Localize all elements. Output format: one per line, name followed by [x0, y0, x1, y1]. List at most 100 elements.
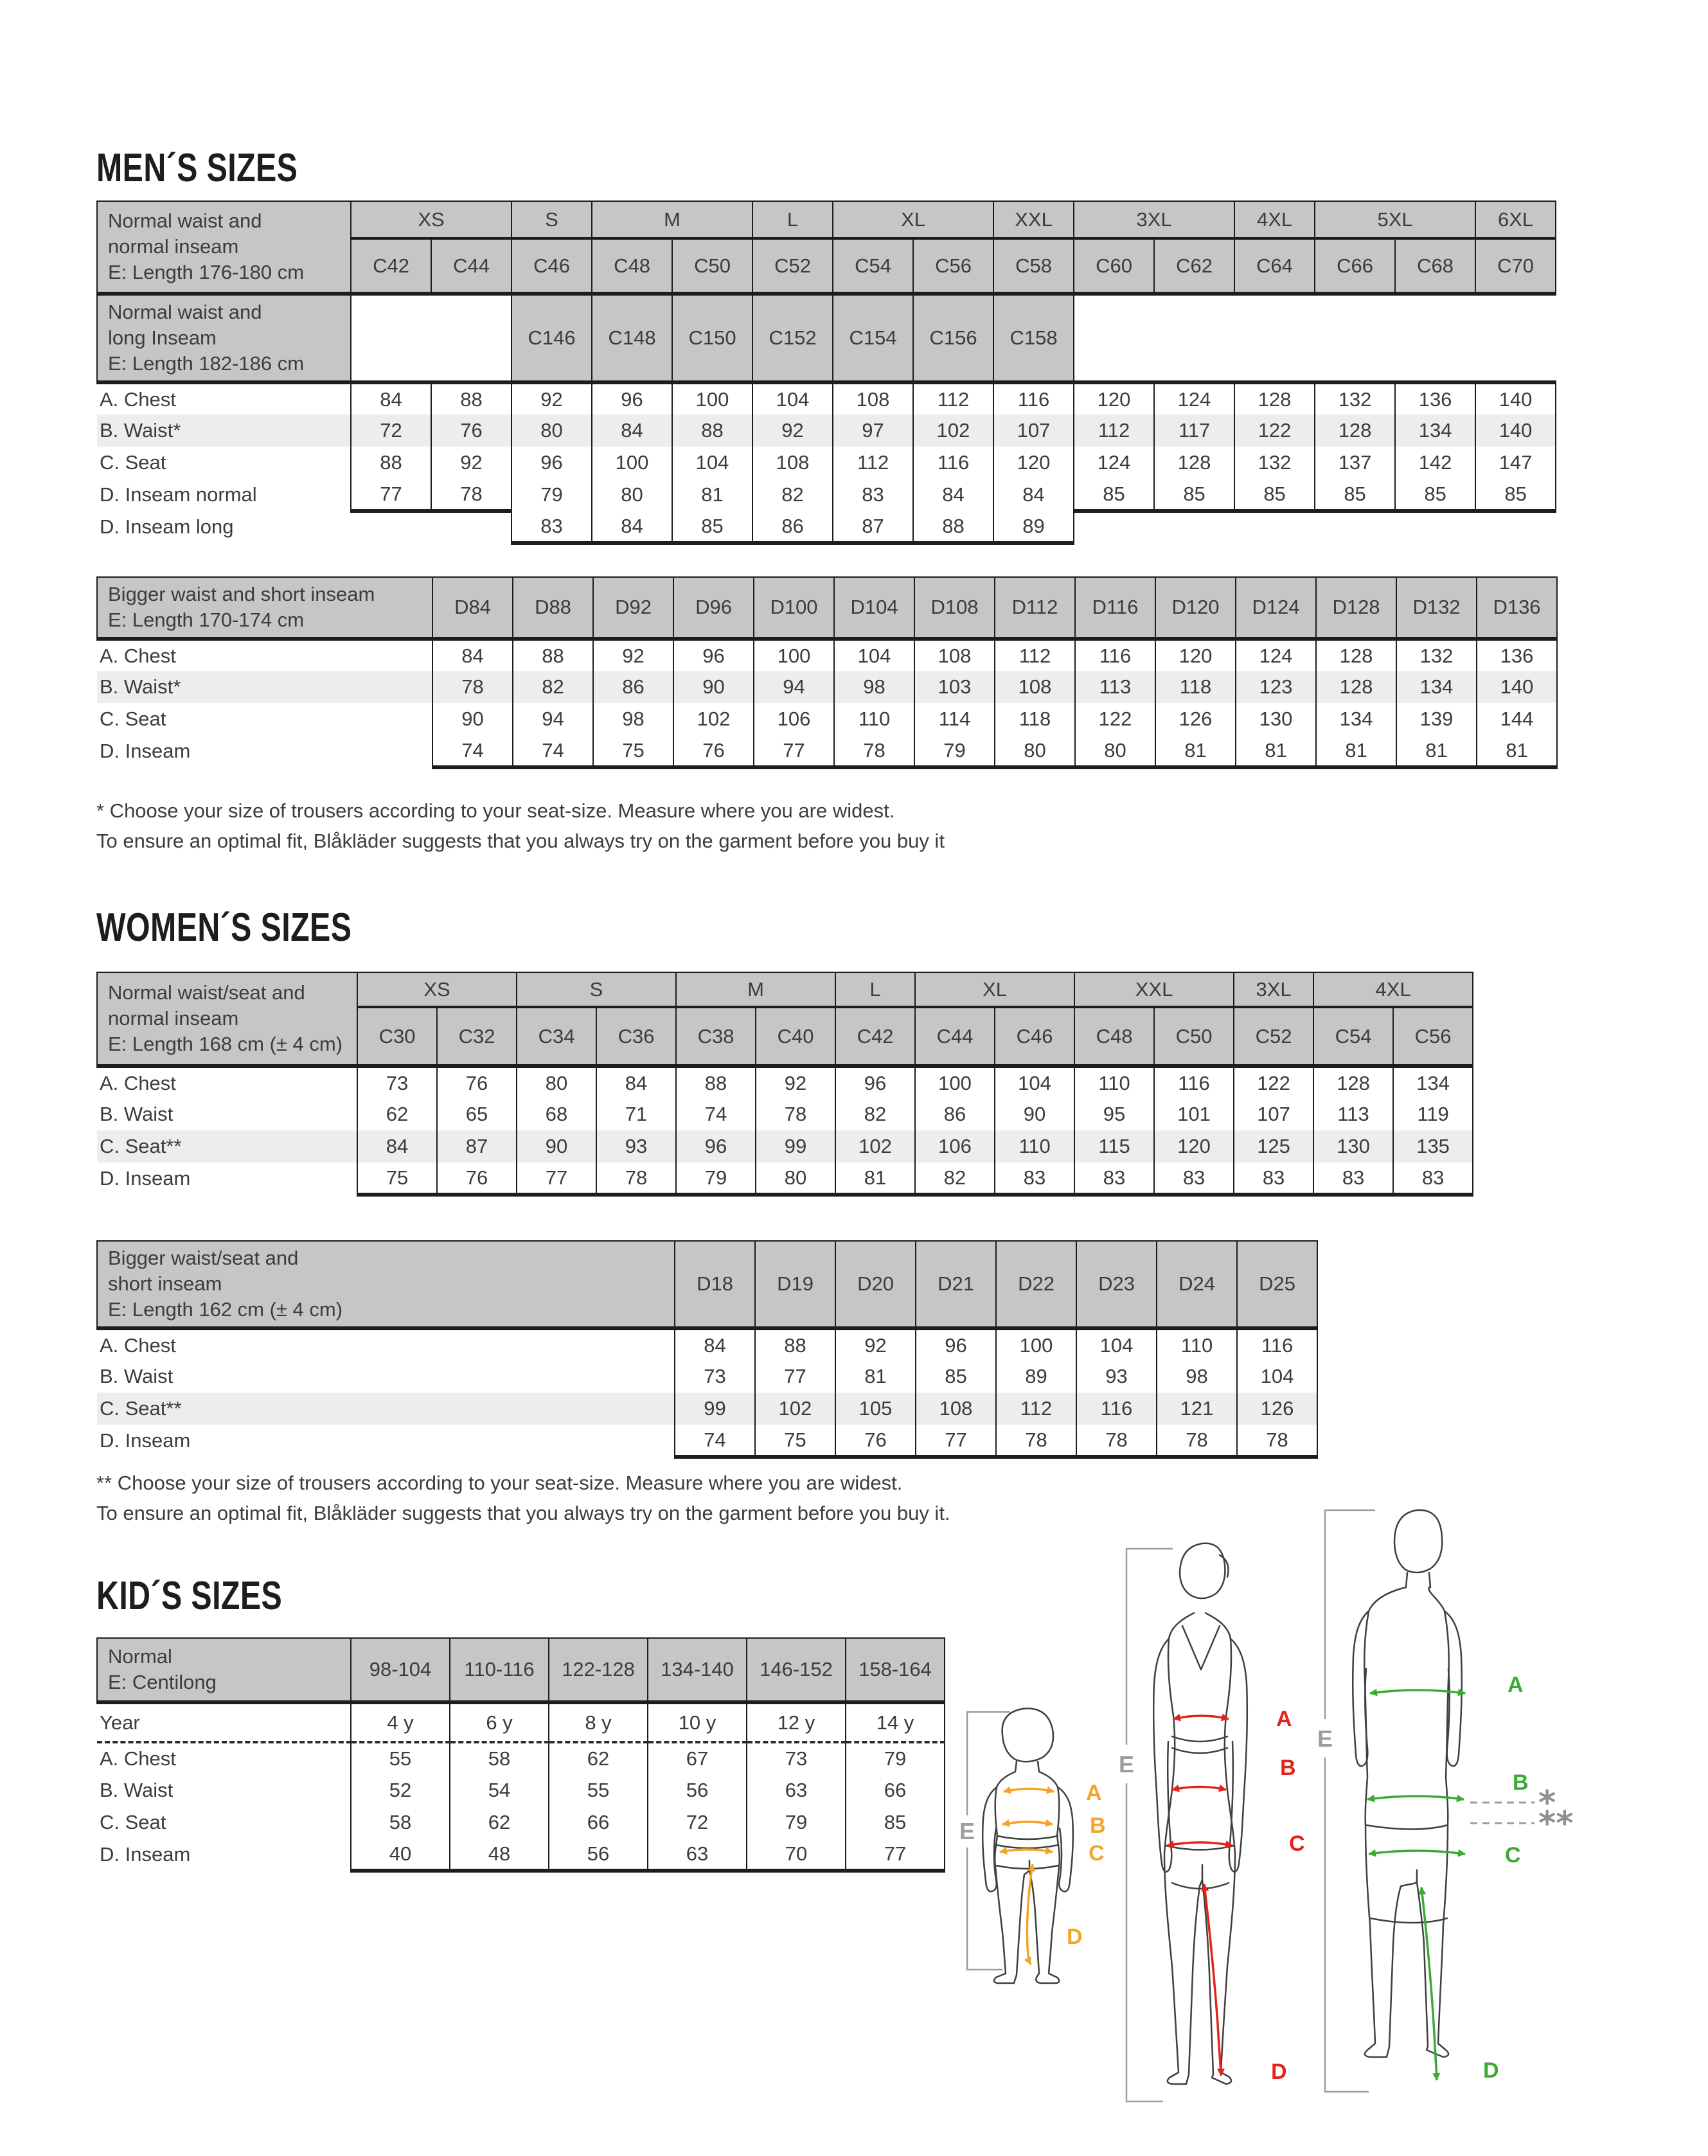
value-cell: 92	[835, 1328, 916, 1360]
value-cell: 96	[591, 382, 673, 414]
value-cell: 84	[591, 511, 673, 545]
size-code: 146-152	[746, 1637, 846, 1704]
table-row: A. Chest 84 88 92 96 100 104 108 112 116 120 124 128…	[97, 382, 1557, 414]
value-cell: 90	[516, 1130, 598, 1163]
value-cell: 82	[914, 1163, 996, 1197]
value-cell: 100	[591, 447, 673, 479]
value-cell: 100	[914, 1066, 996, 1098]
value-cell: 76	[430, 414, 513, 447]
size-code: C50	[672, 238, 754, 296]
row-label: D. Inseam long	[97, 511, 351, 543]
value-cell: 114	[914, 703, 995, 735]
b-label: B	[1280, 1756, 1296, 1780]
value-cell: 105	[835, 1393, 916, 1425]
b-label: B	[1513, 1770, 1529, 1795]
value-cell: 110	[994, 1130, 1076, 1163]
row-label: D. Inseam	[97, 735, 432, 767]
value-cell: 14 y	[845, 1702, 945, 1743]
size-code: D100	[753, 576, 835, 641]
woman-head	[1179, 1542, 1229, 1599]
value-cell: 122	[1074, 703, 1156, 735]
value-cell: 87	[832, 511, 914, 545]
value-cell: 92	[755, 1066, 837, 1098]
value-cell: 80	[994, 735, 1076, 769]
value-cell: 85	[672, 511, 754, 545]
value-cell: 144	[1476, 703, 1558, 735]
table-corner-label: Bigger waist/seat and short inseam E: Le…	[96, 1240, 675, 1330]
row-label: C. Seat**	[97, 1393, 675, 1425]
value-cell: 134	[1392, 1066, 1474, 1098]
table-row: D. Inseam 74 75 76 77 78 78 78 78	[97, 1425, 1318, 1459]
value-cell: 55	[350, 1742, 450, 1774]
value-cell: 77	[915, 1425, 997, 1459]
value-cell: 83	[1153, 1163, 1235, 1197]
size-code: 134-140	[647, 1637, 747, 1704]
value-cell: 84	[674, 1328, 756, 1360]
value-cell: 86	[914, 1098, 996, 1130]
value-cell: 54	[449, 1774, 549, 1806]
size-code: D124	[1235, 576, 1317, 641]
height-bracket	[1125, 1547, 1173, 2103]
value-cell: 80	[516, 1066, 598, 1098]
size-code: C34	[516, 1006, 598, 1068]
value-cell: 79	[675, 1163, 757, 1197]
value-cell: 74	[675, 1098, 757, 1130]
man-left-arm	[1351, 1610, 1370, 1767]
waist-arrow	[1171, 1784, 1227, 1792]
size-code: D18	[674, 1240, 756, 1330]
value-cell: 85	[915, 1360, 997, 1393]
value-cell: 88	[912, 511, 995, 545]
womens-sizes-title: WOMEN´S SIZES	[96, 905, 352, 950]
value-cell: 92	[592, 639, 674, 671]
value-cell: 118	[1155, 671, 1236, 703]
kid-measure-arrows	[999, 1786, 1054, 1965]
value-cell: 135	[1392, 1130, 1474, 1163]
man-body	[1364, 1586, 1450, 2058]
size-code: C60	[1073, 238, 1155, 296]
value-cell: 123	[1235, 671, 1317, 703]
size-code: C68	[1394, 238, 1477, 296]
value-cell: 134	[1394, 414, 1477, 447]
table-row: A. Chest 73 76 80 84 88 92 96 100 104 110 116 122 128…	[97, 1066, 1474, 1098]
size-group: L	[835, 972, 916, 1008]
d-label: D	[1271, 2060, 1287, 2084]
size-code: D96	[673, 576, 754, 641]
size-code: C54	[832, 238, 914, 296]
value-cell: 107	[993, 414, 1075, 447]
value-cell: 120	[1153, 1130, 1235, 1163]
size-code: D112	[994, 576, 1076, 641]
row-label: A. Chest	[97, 1066, 357, 1098]
value-cell: 81	[835, 1360, 916, 1393]
value-cell: 107	[1233, 1098, 1315, 1130]
value-cell: 130	[1235, 703, 1317, 735]
size-code: C152	[752, 293, 834, 384]
value-cell: 108	[914, 639, 995, 671]
c-label: C	[1505, 1843, 1521, 1867]
size-code: D136	[1476, 576, 1558, 641]
value-cell: 128	[1313, 1066, 1394, 1098]
womens-normal-table: Normal waist/seat and normal inseam E: L…	[96, 972, 1474, 1197]
value-cell: 84	[350, 382, 432, 414]
value-cell: 100	[672, 382, 754, 414]
size-code: C44	[914, 1006, 996, 1068]
row-label: B. Waist	[97, 1774, 351, 1806]
size-code: C36	[596, 1006, 677, 1068]
row-label: B. Waist	[97, 1360, 675, 1393]
mens-footnote: * Choose your size of trousers according…	[96, 796, 945, 856]
size-group: XXL	[1074, 972, 1235, 1008]
value-cell: 56	[647, 1774, 747, 1806]
value-cell: 83	[832, 479, 914, 511]
value-cell: 74	[674, 1425, 756, 1459]
value-cell: 120	[993, 447, 1075, 479]
value-cell: 72	[647, 1806, 747, 1839]
value-cell: 78	[596, 1163, 677, 1197]
row-label: A. Chest	[97, 1742, 351, 1774]
value-cell: 81	[835, 1163, 916, 1197]
kid-waistband	[995, 1835, 1060, 1872]
row-label: C. Seat	[97, 703, 432, 735]
size-code: D25	[1236, 1240, 1318, 1330]
inseam-arrow	[1418, 1887, 1441, 2081]
value-cell: 125	[1233, 1130, 1315, 1163]
size-code: C42	[350, 238, 432, 296]
size-code: D21	[915, 1240, 997, 1330]
